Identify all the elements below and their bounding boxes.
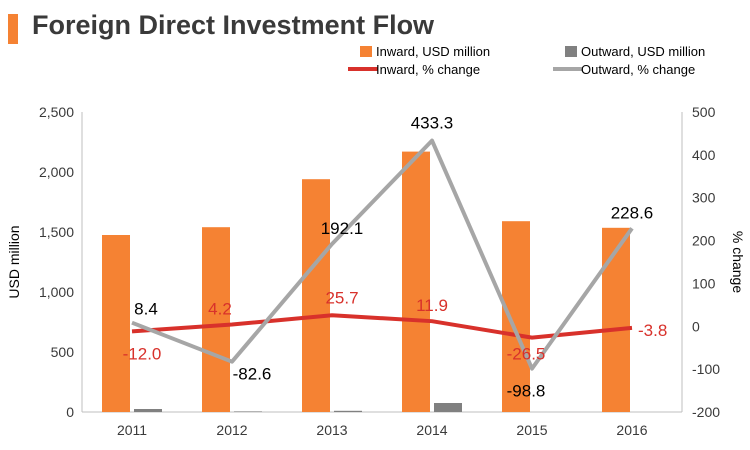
x-tick-label: 2015 xyxy=(516,422,547,438)
inward-pct-label: 25.7 xyxy=(325,288,358,307)
outward-bar xyxy=(134,409,162,412)
right-axis-title: % change xyxy=(730,231,746,293)
legend-swatch xyxy=(360,46,372,57)
inward-pct-line xyxy=(131,313,633,340)
right-tick-label: 500 xyxy=(692,104,716,120)
right-tick-label: 400 xyxy=(692,147,716,163)
chart-title: Foreign Direct Investment Flow xyxy=(32,10,435,40)
outward-bar xyxy=(434,403,462,412)
legend-swatch xyxy=(565,46,577,57)
outward-bar xyxy=(234,411,262,412)
inward-bar xyxy=(302,179,330,412)
x-tick-label: 2013 xyxy=(316,422,347,438)
inward-bar xyxy=(202,227,230,412)
left-tick-label: 2,000 xyxy=(39,164,74,180)
inward-pct-label: 4.2 xyxy=(208,299,232,318)
x-tick-label: 2014 xyxy=(416,422,447,438)
legend-label: Outward, % change xyxy=(581,62,695,77)
left-tick-label: 500 xyxy=(51,344,75,360)
inward-bar xyxy=(102,235,130,412)
outward-pct-label: -98.8 xyxy=(507,382,546,401)
title-accent-bar xyxy=(8,14,18,44)
x-tick-label: 2016 xyxy=(616,422,647,438)
outward-pct-label: 433.3 xyxy=(411,114,454,133)
right-tick-label: 300 xyxy=(692,190,716,206)
left-axis-title: USD million xyxy=(6,225,22,298)
left-tick-label: 1,500 xyxy=(39,224,74,240)
left-tick-label: 1,000 xyxy=(39,284,74,300)
left-tick-label: 2,500 xyxy=(39,104,74,120)
right-tick-label: 200 xyxy=(692,233,716,249)
x-tick-label: 2012 xyxy=(216,422,247,438)
right-tick-label: -200 xyxy=(692,404,720,420)
right-tick-label: 100 xyxy=(692,275,716,291)
legend-label: Inward, USD million xyxy=(376,44,490,59)
legend-label: Outward, USD million xyxy=(581,44,705,59)
inward-bar xyxy=(602,227,630,412)
left-tick-label: 0 xyxy=(66,404,74,420)
inward-bar xyxy=(502,221,530,412)
right-tick-label: 0 xyxy=(692,318,700,334)
outward-pct-label: -82.6 xyxy=(233,365,272,384)
outward-pct-label: 8.4 xyxy=(134,300,158,319)
right-tick-label: -100 xyxy=(692,361,720,377)
inward-pct-label: -12.0 xyxy=(123,344,162,363)
x-tick-label: 2011 xyxy=(117,422,147,438)
inward-pct-label: -3.8 xyxy=(638,321,667,340)
legend-label: Inward, % change xyxy=(376,62,480,77)
inward-pct-label: 11.9 xyxy=(416,296,448,315)
outward-bar xyxy=(334,410,362,412)
outward-pct-label: 192.1 xyxy=(321,219,364,238)
inward-pct-label: -26.5 xyxy=(507,345,546,364)
outward-pct-label: 228.6 xyxy=(611,203,654,222)
outward-pct-line xyxy=(131,138,634,371)
inward-bar xyxy=(402,151,430,412)
